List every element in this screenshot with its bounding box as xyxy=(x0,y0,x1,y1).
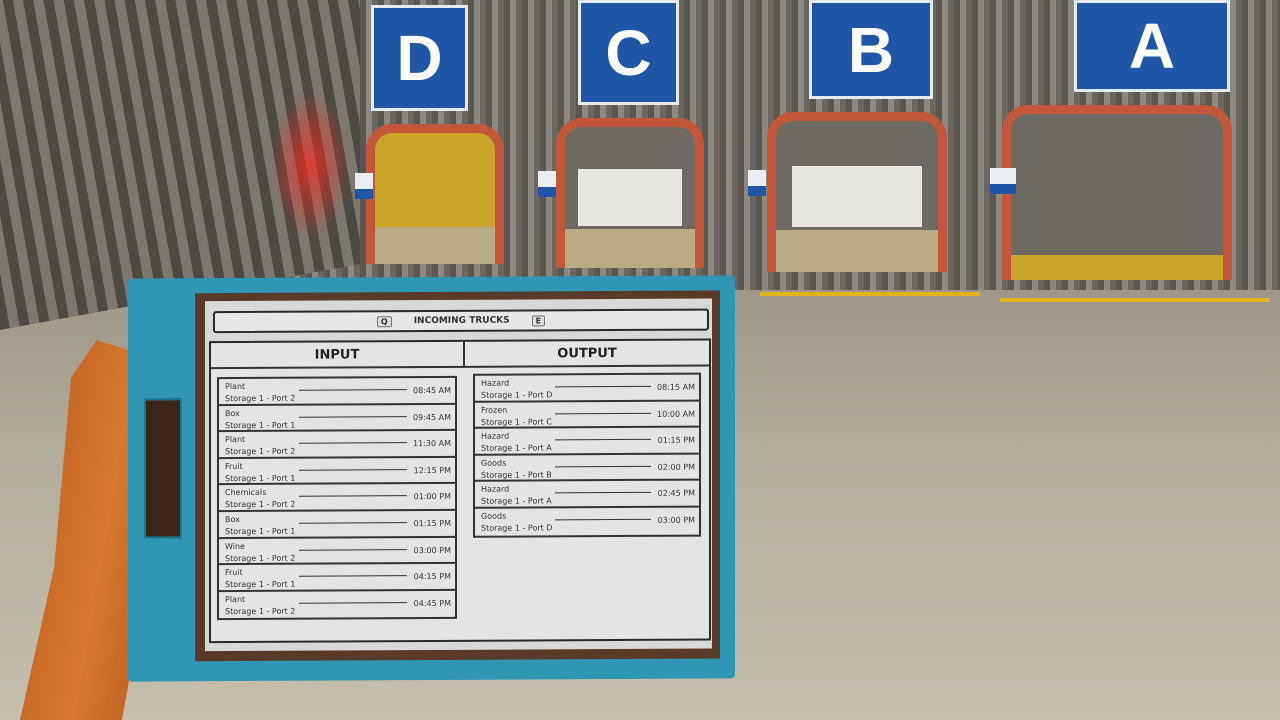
arrival-time: 03:00 PM xyxy=(413,545,451,555)
schedule-columns: INPUT OUTPUT Plant Storage 1 - Port 2 08:4… xyxy=(209,338,711,644)
input-truck-row: Box Storage 1 - Port 1 01:15 PM xyxy=(219,510,455,539)
dock-sign-b: B xyxy=(809,0,933,99)
input-truck-row: Fruit Storage 1 - Port 1 12:15 PM xyxy=(219,457,455,486)
dock-door-d xyxy=(366,124,504,264)
dock-door-b xyxy=(767,112,947,272)
arrival-time: 09:45 AM xyxy=(413,412,451,422)
schedule-title: INCOMING TRUCKS xyxy=(413,315,510,327)
floor-marking xyxy=(760,292,980,296)
output-truck-row: Hazard Storage 1 - Port A 02:45 PM xyxy=(475,480,699,509)
arrival-time: 03:00 PM xyxy=(657,515,695,525)
dock-door-a xyxy=(1002,105,1232,280)
dock-control-panel[interactable] xyxy=(355,173,373,199)
red-warning-light xyxy=(270,90,350,240)
dock-sign-d: D xyxy=(371,5,468,111)
dock-control-panel[interactable] xyxy=(538,171,556,197)
output-truck-row: Goods Storage 1 - Port B 02:00 PM xyxy=(475,454,699,483)
tablet-board: Q INCOMING TRUCKS E INPUT OUTPUT Plant St… xyxy=(195,290,720,662)
dock-control-panel[interactable] xyxy=(990,168,1016,194)
input-list: Plant Storage 1 - Port 2 08:45 AM Box Storag… xyxy=(217,375,457,621)
output-truck-row: Goods Storage 1 - Port D 03:00 PM xyxy=(475,508,699,536)
output-truck-row: Hazard Storage 1 - Port A 01:15 PM xyxy=(475,427,699,456)
output-list: Hazard Storage 1 - Port D 08:15 AM Frozen St… xyxy=(473,372,701,538)
arrival-time: 01:00 PM xyxy=(413,492,451,502)
floor-marking xyxy=(1000,298,1270,302)
arrival-time: 08:45 AM xyxy=(413,385,451,396)
schedule-header: Q INCOMING TRUCKS E xyxy=(213,308,709,334)
input-truck-row: Fruit Storage 1 - Port 1 04:15 PM xyxy=(219,564,455,592)
input-truck-row: Chemicals Storage 1 - Port 2 01:00 PM xyxy=(219,484,455,513)
arrival-time: 10:00 AM xyxy=(657,409,695,419)
input-truck-row: Plant Storage 1 - Port 2 11:30 AM xyxy=(219,431,455,459)
input-truck-row: Box Storage 1 - Port 1 09:45 AM xyxy=(219,404,455,433)
arrival-time: 02:45 PM xyxy=(657,488,695,499)
output-truck-row: Frozen Storage 1 - Port C 10:00 AM xyxy=(475,401,699,429)
output-heading: OUTPUT xyxy=(465,340,709,368)
prev-page-key[interactable]: Q xyxy=(376,315,392,327)
arrival-time: 02:00 PM xyxy=(657,462,695,472)
dock-sign-c: C xyxy=(578,0,679,105)
arrival-time: 04:45 PM xyxy=(413,598,451,608)
arrival-time: 01:15 PM xyxy=(413,518,451,529)
arrival-time: 01:15 PM xyxy=(657,435,695,446)
dock-control-panel[interactable] xyxy=(748,170,766,196)
arrival-time: 08:15 AM xyxy=(657,382,695,392)
input-heading: INPUT xyxy=(211,341,465,370)
arrival-time: 11:30 AM xyxy=(413,439,451,449)
input-truck-row: Plant Storage 1 - Port 2 08:45 AM xyxy=(219,377,455,406)
tablet[interactable]: Q INCOMING TRUCKS E INPUT OUTPUT Plant St… xyxy=(128,275,735,682)
dock-door-c xyxy=(556,118,704,268)
input-truck-row: Wine Storage 1 - Port 2 03:00 PM xyxy=(219,537,455,566)
tablet-handle xyxy=(144,398,182,539)
next-page-key[interactable]: E xyxy=(531,314,546,326)
input-truck-row: Plant Storage 1 - Port 2 04:45 PM xyxy=(219,591,455,619)
arrival-time: 04:15 PM xyxy=(413,572,451,582)
schedule-screen: Q INCOMING TRUCKS E INPUT OUTPUT Plant St… xyxy=(205,298,712,652)
dock-sign-a: A xyxy=(1074,0,1230,92)
output-truck-row: Hazard Storage 1 - Port D 08:15 AM xyxy=(475,374,699,403)
arrival-time: 12:15 PM xyxy=(413,465,451,475)
